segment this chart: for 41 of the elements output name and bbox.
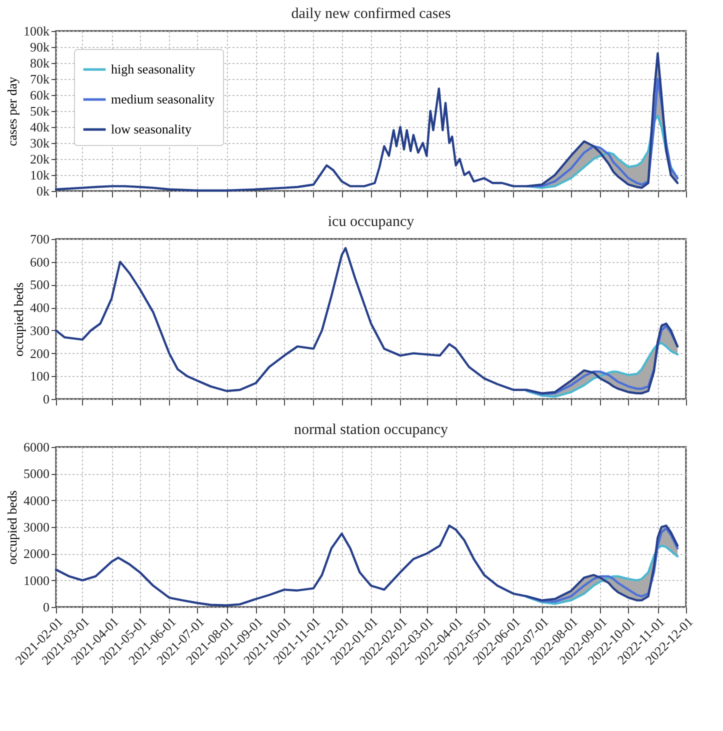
line-series bbox=[54, 52, 679, 192]
y-tick-label: 6000 bbox=[24, 440, 50, 454]
y-tick-label: 600 bbox=[30, 254, 50, 270]
line-series bbox=[526, 342, 679, 398]
y-axis-title: occupied beds bbox=[4, 490, 20, 565]
chart-title: normal station occupancy bbox=[294, 422, 449, 438]
line-series bbox=[54, 524, 679, 606]
y-tick-label: 0k bbox=[36, 184, 50, 198]
y-tick-label: 100k bbox=[24, 24, 50, 38]
y-tick-label: 30k bbox=[30, 136, 50, 150]
line-series bbox=[526, 544, 679, 605]
y-tick-label: 100 bbox=[30, 368, 50, 384]
y-tick-label: 700 bbox=[30, 232, 50, 246]
y-tick-label: 1000 bbox=[24, 572, 50, 588]
y-tick-label: 0 bbox=[43, 600, 50, 614]
chart-title: icu occupancy bbox=[328, 214, 415, 230]
y-tick-label: 90k bbox=[30, 40, 50, 54]
y-tick-label: 80k bbox=[30, 56, 50, 70]
y-tick-label: 400 bbox=[30, 300, 50, 316]
chart-title: daily new confirmed cases bbox=[291, 6, 451, 22]
y-tick-label: 10k bbox=[30, 168, 50, 182]
legend-label: low seasonality bbox=[111, 122, 192, 136]
y-tick-label: 3000 bbox=[24, 520, 50, 534]
y-axis-title: occupied beds bbox=[11, 282, 26, 357]
y-tick-label: 300 bbox=[30, 322, 50, 338]
y-tick-label: 200 bbox=[30, 346, 50, 361]
y-tick-label: 50k bbox=[30, 104, 50, 118]
y-tick-label: 40k bbox=[30, 120, 50, 134]
y-tick-label: 70k bbox=[30, 72, 50, 86]
legend-label: medium seasonality bbox=[111, 92, 216, 106]
y-axis-title: cases per day bbox=[4, 76, 20, 146]
line-series bbox=[526, 78, 679, 188]
y-tick-label: 5000 bbox=[24, 466, 50, 482]
line-series bbox=[54, 247, 679, 394]
y-tick-label: 500 bbox=[30, 277, 50, 292]
y-tick-label: 2000 bbox=[24, 546, 50, 562]
legend-label: high seasonality bbox=[111, 62, 196, 76]
y-tick-label: 20k bbox=[30, 152, 50, 166]
y-tick-label: 0 bbox=[43, 392, 50, 406]
y-tick-label: 4000 bbox=[24, 492, 50, 508]
y-tick-label: 60k bbox=[30, 88, 50, 102]
